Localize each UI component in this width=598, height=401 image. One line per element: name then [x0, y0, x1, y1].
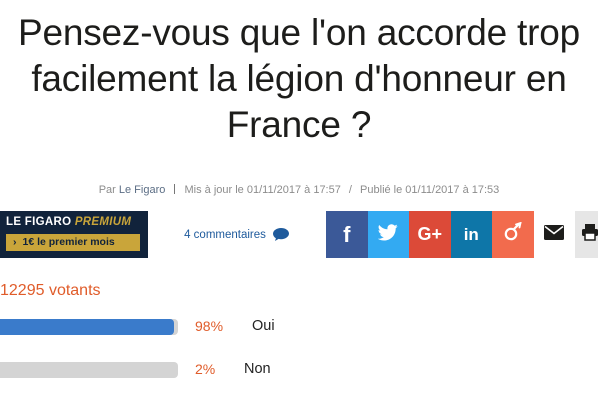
chevron-right-icon: › — [13, 236, 17, 248]
mail-icon — [544, 224, 565, 245]
print-button[interactable] — [575, 211, 598, 258]
author-prefix: Par — [98, 184, 116, 196]
poll-bar-fill — [0, 362, 4, 378]
twitter-icon — [378, 223, 398, 246]
poll-bar-track — [0, 319, 178, 335]
google-plus-icon: G+ — [417, 224, 442, 244]
print-icon — [581, 223, 598, 246]
twitter-share-button[interactable] — [367, 211, 409, 258]
poll-option-label: Oui — [252, 318, 275, 334]
poll-option-label: Non — [244, 361, 271, 377]
poll-percent: 2% — [195, 361, 216, 377]
poll-percent: 98% — [195, 318, 224, 334]
viadeo-icon — [503, 221, 523, 247]
poll-bar-track — [0, 362, 178, 378]
premium-offer-button[interactable]: › 1€ le premier mois — [6, 234, 140, 251]
poll-bar-fill — [0, 319, 175, 335]
google-plus-share-button[interactable]: G+ — [409, 211, 451, 258]
linkedin-icon: in — [463, 224, 479, 244]
published-date: Publié le 01/11/2017 à 17:53 — [360, 184, 500, 196]
linkedin-share-button[interactable]: in — [450, 211, 492, 258]
premium-brand-word: PREMIUM — [74, 216, 132, 228]
premium-offer-label: 1€ le premier mois — [22, 236, 115, 248]
facebook-share-button[interactable]: f — [326, 211, 368, 258]
share-toolbar: LE FIGARO PREMIUM › 1€ le premier mois 4 … — [0, 211, 598, 258]
meta-slash: / — [348, 184, 352, 196]
viadeo-share-button[interactable] — [492, 211, 534, 258]
premium-brand-name: LE FIGARO — [6, 216, 72, 228]
email-share-button[interactable] — [533, 211, 575, 258]
author-link[interactable]: Le Figaro — [118, 184, 166, 196]
premium-brand: LE FIGARO PREMIUM — [6, 216, 131, 228]
meta-divider — [174, 184, 176, 194]
poll-option-oui: 98% Oui — [0, 318, 598, 338]
comments-label: 4 commentaires — [184, 228, 266, 241]
poll-option-non: 2% Non — [0, 361, 598, 381]
comment-bubble-icon — [272, 227, 290, 242]
facebook-icon: f — [343, 221, 351, 247]
premium-banner[interactable]: LE FIGARO PREMIUM › 1€ le premier mois — [0, 211, 148, 258]
comments-link[interactable]: 4 commentaires — [148, 211, 326, 258]
updated-date: Mis à jour le 01/11/2017 à 17:57 — [184, 184, 341, 196]
page-title: Pensez-vous que l'on accorde trop facile… — [18, 12, 580, 145]
article-meta: Par Le Figaro Mis à jour le 01/11/2017 à… — [0, 184, 598, 196]
voters-count: 12295 votants — [0, 282, 101, 299]
